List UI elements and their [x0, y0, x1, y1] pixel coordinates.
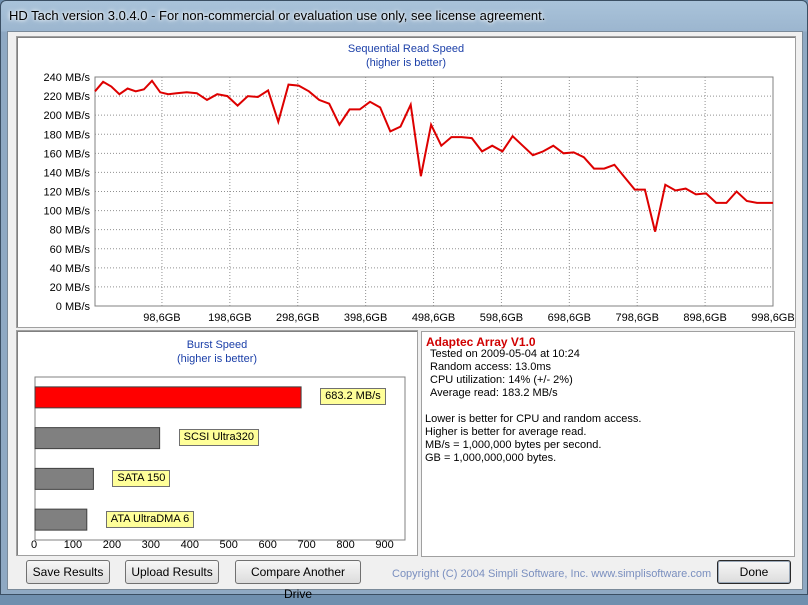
- read-x-tick: 798,6GB: [615, 312, 658, 324]
- read-x-tick: 898,6GB: [683, 312, 726, 324]
- burst-bar: [34, 427, 161, 450]
- burst-x-tick: 500: [220, 539, 238, 551]
- info-panel: Adaptec Array V1.0 Tested on 2009-05-04 …: [421, 331, 795, 557]
- burst-bar-label: SCSI Ultra320: [178, 429, 259, 447]
- burst-x-tick: 200: [103, 539, 121, 551]
- burst-bar: [34, 508, 88, 531]
- read-x-tick: 998,6GB: [751, 312, 794, 324]
- window-title: HD Tach version 3.0.4.0 - For non-commer…: [9, 8, 546, 23]
- burst-x-tick: 0: [31, 539, 37, 551]
- note-higher-better: Higher is better for average read.: [425, 426, 587, 438]
- read-y-tick: 180 MB/s: [44, 129, 91, 141]
- note-mbs: MB/s = 1,000,000 bytes per second.: [425, 439, 602, 451]
- read-y-tick: 160 MB/s: [44, 148, 91, 160]
- read-y-tick: 200 MB/s: [44, 110, 91, 122]
- burst-bar: [34, 467, 94, 490]
- compare-another-drive-button[interactable]: Compare Another Drive: [235, 560, 361, 601]
- average-read: Average read: 183.2 MB/s: [430, 387, 558, 399]
- read-y-tick: 0 MB/s: [56, 301, 91, 313]
- burst-x-tick: 100: [64, 539, 82, 551]
- burst-bar-label: SATA 150: [112, 469, 171, 487]
- burst-bar-label: ATA UltraDMA 6: [105, 510, 195, 528]
- read-series-line: [94, 79, 773, 232]
- tested-on: Tested on 2009-05-04 at 10:24: [430, 348, 580, 360]
- burst-chart-subtitle: (higher is better): [176, 353, 258, 365]
- burst-x-tick: 300: [142, 539, 160, 551]
- read-y-tick: 40 MB/s: [50, 263, 91, 275]
- burst-x-tick: 600: [259, 539, 277, 551]
- burst-x-tick: 400: [181, 539, 199, 551]
- burst-bar: [34, 386, 302, 409]
- read-chart-subtitle: (higher is better): [365, 57, 447, 69]
- read-x-tick: 198,6GB: [208, 312, 251, 324]
- read-chart-title: Sequential Read Speed: [347, 43, 465, 55]
- read-y-tick: 140 MB/s: [44, 167, 91, 179]
- read-y-tick: 240 MB/s: [44, 72, 91, 84]
- upload-results-button[interactable]: Upload Results: [125, 560, 219, 584]
- note-gb: GB = 1,000,000,000 bytes.: [425, 452, 557, 464]
- read-x-tick: 98,6GB: [143, 312, 180, 324]
- note-lower-better: Lower is better for CPU and random acces…: [425, 413, 642, 425]
- cpu-utilization: CPU utilization: 14% (+/- 2%): [430, 374, 573, 386]
- drive-name: Adaptec Array V1.0: [426, 335, 536, 349]
- read-y-tick: 60 MB/s: [50, 244, 91, 256]
- read-x-tick: 498,6GB: [412, 312, 455, 324]
- read-x-tick: 398,6GB: [344, 312, 387, 324]
- burst-x-tick: 700: [297, 539, 315, 551]
- burst-chart-title: Burst Speed: [186, 339, 248, 351]
- burst-x-tick: 900: [375, 539, 393, 551]
- read-y-tick: 220 MB/s: [44, 91, 91, 103]
- title-bar[interactable]: HD Tach version 3.0.4.0 - For non-commer…: [1, 1, 807, 31]
- read-x-tick: 298,6GB: [276, 312, 319, 324]
- read-y-tick: 100 MB/s: [44, 206, 91, 218]
- burst-x-axis: 0 100 200 300 400 500 600 700 800 900: [31, 539, 394, 551]
- read-x-tick: 598,6GB: [480, 312, 523, 324]
- read-y-tick: 120 MB/s: [44, 187, 91, 199]
- client-area: Sequential Read Speed (higher is better)…: [7, 31, 803, 590]
- save-results-button[interactable]: Save Results: [26, 560, 110, 584]
- read-chart: 240 MB/s 220 MB/s 200 MB/s 180 MB/s 160 MB/s…: [44, 72, 795, 324]
- read-x-tick: 698,6GB: [548, 312, 591, 324]
- read-y-tick: 20 MB/s: [50, 282, 91, 294]
- burst-bar-label: 683.2 MB/s: [320, 388, 386, 406]
- read-chart-panel: Sequential Read Speed (higher is better)…: [16, 36, 796, 328]
- copyright-text[interactable]: Copyright (C) 2004 Simpli Software, Inc.…: [392, 568, 712, 580]
- read-y-tick: 80 MB/s: [50, 225, 91, 237]
- burst-x-tick: 800: [336, 539, 354, 551]
- random-access: Random access: 13.0ms: [430, 361, 552, 373]
- done-button[interactable]: Done: [717, 560, 791, 584]
